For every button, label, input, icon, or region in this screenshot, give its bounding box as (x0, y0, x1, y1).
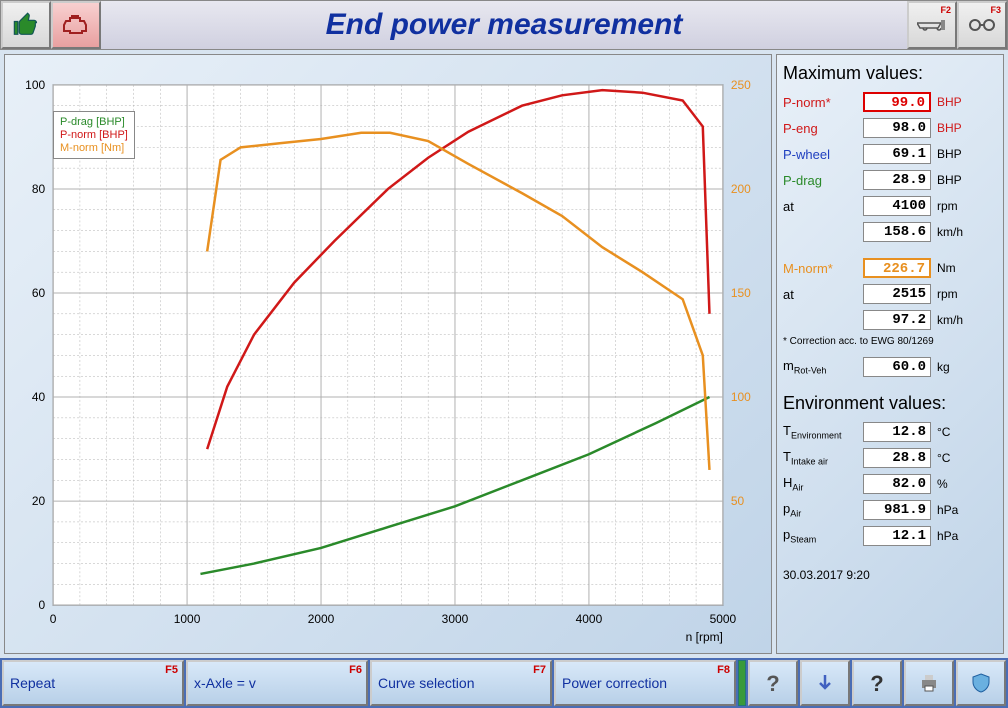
env-value: 12.8 (863, 422, 931, 442)
svg-text:150: 150 (731, 286, 751, 300)
svg-text:?: ? (870, 671, 883, 695)
env-value: 981.9 (863, 500, 931, 520)
help-icon: ? (761, 671, 785, 695)
env-value: 28.8 (863, 448, 931, 468)
env-values-title: Environment values: (783, 393, 997, 414)
thumbs-up-button[interactable] (1, 1, 51, 49)
svg-text:250: 250 (731, 78, 751, 92)
max-value: 4100 (863, 196, 931, 216)
max-row: P-norm*99.0BHP (783, 90, 997, 114)
mrot-row: mRot-Veh 60.0 kg (783, 355, 997, 379)
question-icon: ? (865, 671, 889, 695)
env-row: pAir981.9hPa (783, 498, 997, 522)
max-value: 226.7 (863, 258, 931, 278)
correction-footnote: * Correction acc. to EWG 80/1269 (783, 336, 997, 347)
svg-text:?: ? (766, 671, 779, 695)
env-row: TIntake air28.8°C (783, 446, 997, 470)
env-row: pSteam12.1hPa (783, 524, 997, 548)
svg-text:50: 50 (731, 494, 745, 508)
svg-text:60: 60 (32, 286, 46, 300)
env-row: HAir82.0% (783, 472, 997, 496)
svg-text:1000: 1000 (174, 612, 201, 626)
mrot-value: 60.0 (863, 357, 931, 377)
vehicle-icon (917, 16, 947, 34)
wheels-icon-button[interactable]: F3 (957, 1, 1007, 49)
max-value: 2515 (863, 284, 931, 304)
svg-text:100: 100 (25, 78, 45, 92)
max-row: at2515rpm (783, 282, 997, 306)
title-bar: End power measurement F2 F3 (0, 0, 1008, 50)
max-row: 158.6km/h (783, 220, 997, 244)
svg-text:200: 200 (731, 182, 751, 196)
side-panel: Maximum values: P-norm*99.0BHPP-eng98.0B… (776, 54, 1004, 654)
svg-text:n [rpm]: n [rpm] (686, 630, 723, 644)
max-value: 158.6 (863, 222, 931, 242)
shield-icon (969, 671, 993, 695)
max-value: 99.0 (863, 92, 931, 112)
svg-text:100: 100 (731, 390, 751, 404)
arrow-down-icon-button[interactable] (800, 660, 850, 706)
max-row: P-wheel69.1BHP (783, 142, 997, 166)
vehicle-icon-button[interactable]: F2 (907, 1, 957, 49)
chart-legend: P-drag [BHP]P-norm [BHP]M-norm [Nm] (53, 111, 135, 159)
svg-text:0: 0 (38, 598, 45, 612)
max-row: at4100rpm (783, 194, 997, 218)
svg-text:4000: 4000 (576, 612, 603, 626)
curve-selection-button[interactable]: Curve selectionF7 (370, 660, 552, 706)
repeat-button[interactable]: RepeatF5 (2, 660, 184, 706)
function-bar: RepeatF5x-Axle = vF6Curve selectionF7Pow… (0, 658, 1008, 708)
help-icon-button[interactable]: ? (748, 660, 798, 706)
svg-text:3000: 3000 (442, 612, 469, 626)
svg-text:20: 20 (32, 494, 46, 508)
power-correction-button[interactable]: Power correctionF8 (554, 660, 736, 706)
max-row: M-norm*226.7Nm (783, 256, 997, 280)
max-row: P-eng98.0BHP (783, 116, 997, 140)
svg-text:40: 40 (32, 390, 46, 404)
max-value: 28.9 (863, 170, 931, 190)
svg-text:0: 0 (50, 612, 57, 626)
printer-icon-button[interactable] (904, 660, 954, 706)
timestamp: 30.03.2017 9:20 (783, 568, 997, 582)
max-row: P-drag28.9BHP (783, 168, 997, 192)
chart-panel: 0 1000 2000 3000 4000 5000 0 20 40 60 80 100 50 100 15… (4, 54, 772, 654)
max-value: 97.2 (863, 310, 931, 330)
arrow-down-icon (813, 671, 837, 695)
engine-icon (62, 15, 90, 35)
engine-button[interactable] (51, 1, 101, 49)
env-row: TEnvironment12.8°C (783, 420, 997, 444)
printer-icon (917, 671, 941, 695)
question-icon-button[interactable]: ? (852, 660, 902, 706)
shield-icon-button[interactable] (956, 660, 1006, 706)
svg-text:5000: 5000 (710, 612, 737, 626)
wheels-icon (967, 16, 997, 34)
max-value: 69.1 (863, 144, 931, 164)
x-axle-v-button[interactable]: x-Axle = vF6 (186, 660, 368, 706)
env-value: 12.1 (863, 526, 931, 546)
max-row: 97.2km/h (783, 308, 997, 332)
svg-text:80: 80 (32, 182, 46, 196)
svg-text:2000: 2000 (308, 612, 335, 626)
page-title: End power measurement (101, 1, 907, 49)
env-value: 82.0 (863, 474, 931, 494)
thumbs-up-icon (12, 11, 40, 39)
max-value: 98.0 (863, 118, 931, 138)
max-values-title: Maximum values: (783, 63, 997, 84)
